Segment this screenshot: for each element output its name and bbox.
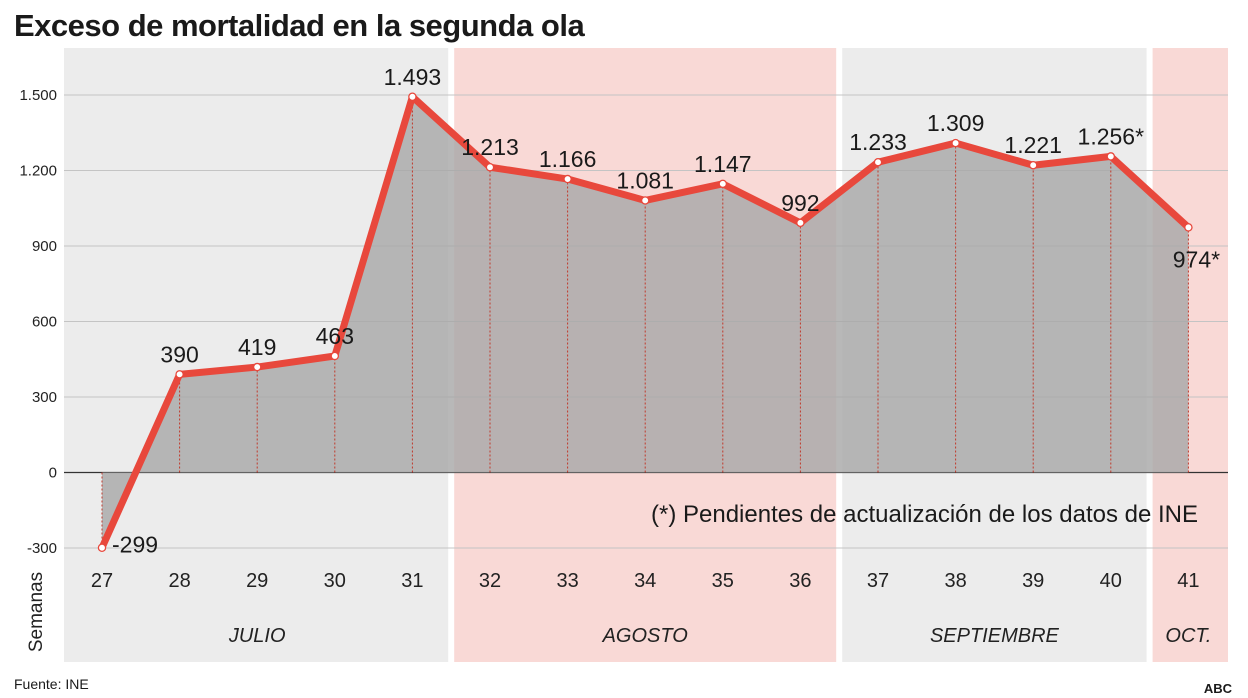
- data-label: 390: [160, 341, 198, 367]
- chart-title: Exceso de mortalidad en la segunda ola: [14, 8, 585, 43]
- drop-lines: [101, 96, 1189, 548]
- y-tick-label: 1.500: [19, 87, 57, 104]
- x-tick-label: 38: [944, 570, 966, 592]
- area-fill: [102, 96, 1189, 548]
- source-note: Fuente: INE: [14, 676, 89, 692]
- x-axis-label: Semanas: [26, 572, 47, 652]
- annotation-note: (*) Pendientes de actualización de los d…: [651, 501, 1198, 528]
- x-tick-label: 33: [556, 570, 578, 592]
- data-label: 1.081: [616, 167, 674, 193]
- data-point: [951, 138, 960, 148]
- data-label: 1.221: [1004, 132, 1062, 158]
- x-tick-label: 30: [324, 570, 346, 592]
- x-tick-label: 39: [1022, 570, 1044, 592]
- data-point: [1028, 160, 1038, 170]
- data-point: [1184, 223, 1193, 232]
- data-label: 1.166: [539, 146, 597, 172]
- data-label: 992: [781, 190, 819, 216]
- data-labels: -299 390 419 463 1.493 1.213 1.166 1.081 1.147 99…: [112, 64, 1220, 558]
- data-label: 463: [316, 323, 354, 349]
- month-label: AGOSTO: [602, 625, 688, 647]
- x-tick-label: 36: [789, 570, 811, 592]
- x-tick-label: 32: [479, 570, 501, 592]
- x-tick-label: 28: [168, 570, 190, 592]
- x-tick-label: 40: [1100, 570, 1122, 592]
- data-point: [563, 174, 572, 184]
- y-tick-label: 0: [49, 465, 57, 482]
- data-point: [97, 543, 107, 552]
- month-label: JULIO: [228, 625, 286, 647]
- month-label: SEPTIEMBRE: [930, 625, 1060, 647]
- y-tick-label: 1.200: [19, 163, 57, 180]
- data-points: [97, 92, 1193, 552]
- data-label: 1.309: [927, 110, 985, 136]
- data-point: [485, 162, 495, 172]
- data-point: [718, 179, 728, 189]
- data-point: [796, 218, 805, 228]
- month-labels: JULIO AGOSTO SEPTIEMBRE OCT.: [228, 625, 1212, 647]
- x-tick-label: 37: [867, 570, 889, 592]
- y-tick-label: 900: [32, 238, 57, 255]
- data-point: [175, 370, 184, 379]
- y-tick-label: 600: [32, 314, 57, 331]
- data-label: 1.493: [384, 64, 442, 90]
- data-label: 1.256*: [1078, 123, 1145, 149]
- data-point: [1106, 152, 1116, 161]
- y-tick-label: 300: [32, 389, 57, 406]
- data-label: 1.147: [694, 151, 752, 177]
- x-tick-label: 35: [712, 570, 734, 592]
- data-point: [873, 157, 883, 167]
- data-label: 1.233: [849, 129, 907, 155]
- x-axis-ticks: 27 28 29 30 31 32 33 34 35 36 37 38 39 40 41: [91, 570, 1200, 592]
- x-tick-label: 41: [1177, 570, 1199, 592]
- x-tick-label: 27: [91, 570, 113, 592]
- x-tick-label: 34: [634, 570, 656, 592]
- data-point: [330, 351, 340, 361]
- y-axis-ticks: -300 0 300 600 900 1.200 1.500: [19, 87, 57, 557]
- data-point: [640, 196, 650, 205]
- month-label: OCT.: [1165, 625, 1211, 647]
- data-label: -299: [112, 532, 158, 558]
- data-label: 419: [238, 334, 276, 360]
- x-tick-label: 29: [246, 570, 268, 592]
- data-point: [408, 92, 417, 102]
- data-label: 1.213: [461, 134, 519, 160]
- data-label: 974*: [1173, 246, 1220, 272]
- y-tick-label: -300: [27, 540, 57, 557]
- data-point: [252, 362, 262, 372]
- x-tick-label: 31: [401, 570, 423, 592]
- area-layer: [102, 96, 1189, 548]
- brand-logo: ABC: [1203, 681, 1232, 696]
